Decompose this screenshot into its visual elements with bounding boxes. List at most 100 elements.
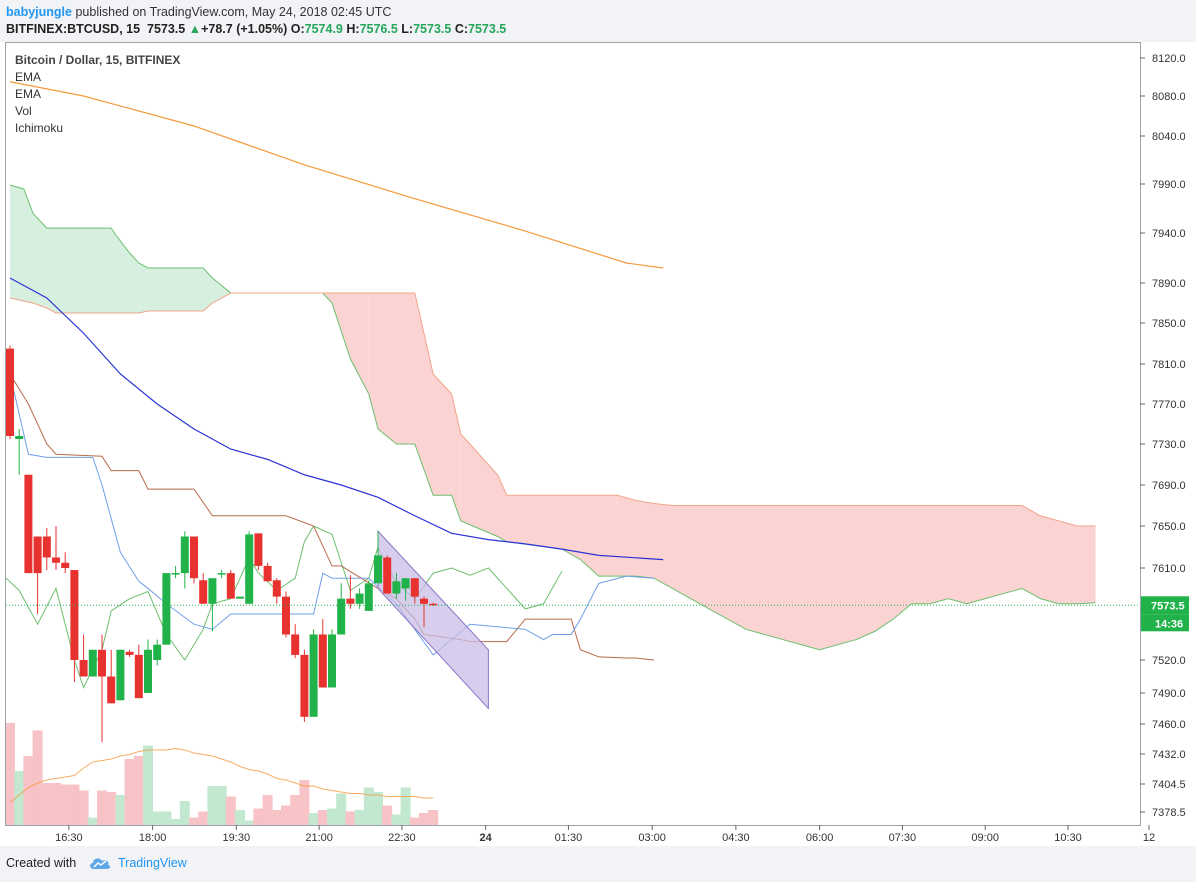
tradingview-cloud-icon[interactable]: [88, 855, 112, 871]
cloud-segment: [635, 500, 654, 579]
candle-body: [33, 536, 42, 574]
price-change: +78.7 (+1.05%): [201, 22, 288, 36]
volume-bar: [133, 756, 144, 825]
candle-body: [282, 596, 290, 635]
y-axis-label: 7890.0: [1152, 278, 1186, 290]
legend-item-ema-1[interactable]: EMA: [15, 70, 42, 84]
candle-body: [171, 573, 180, 575]
up-arrow-icon: ▲: [188, 22, 202, 36]
cloud-segment: [102, 228, 112, 313]
cloud-segment: [1040, 515, 1059, 604]
volume-bar: [207, 786, 218, 825]
candle-body: [236, 596, 244, 599]
candle-body: [364, 583, 373, 611]
volume-bar: [391, 814, 402, 825]
cloud-segment: [782, 505, 802, 645]
cloud-segment: [46, 228, 56, 313]
candle-body: [410, 578, 419, 597]
volume-bar: [271, 810, 282, 825]
cloud-segment: [764, 505, 783, 640]
volume-bar: [253, 808, 264, 825]
volume-ma-line: [9, 747, 434, 803]
legend-item-vol[interactable]: Vol: [15, 104, 32, 118]
candle-body: [98, 649, 106, 677]
volume-bar: [235, 810, 245, 825]
y-axis-label: 7940.0: [1152, 228, 1186, 240]
ema-long-line: [9, 81, 664, 269]
cloud-segment: [1022, 505, 1041, 599]
candle-body: [337, 598, 346, 635]
y-axis-label: 7520.0: [1152, 655, 1186, 667]
x-axis-label: 04:30: [722, 832, 750, 844]
candle-body: [420, 598, 428, 604]
leading-span-b: [9, 292, 1096, 527]
candle-body: [328, 634, 336, 688]
published-line: babyjungle published on TradingView.com,…: [6, 5, 391, 19]
x-axis-label: 24: [480, 832, 493, 844]
volume-bar: [400, 787, 411, 825]
candle-body: [226, 573, 235, 599]
ema-short-line: [9, 277, 664, 561]
volume-bar: [60, 784, 71, 825]
author-link[interactable]: babyjungle: [6, 5, 72, 19]
cloud-segment: [709, 505, 728, 620]
volume-bar: [373, 792, 383, 825]
y-axis-label: 7460.0: [1152, 719, 1186, 731]
cloud-segment: [893, 505, 912, 620]
plot-area: [6, 81, 1140, 825]
volume-bar: [281, 805, 291, 825]
volume-bar: [69, 784, 80, 825]
cloud-segment: [562, 495, 581, 560]
candle-body: [245, 534, 254, 604]
cloud-segment: [801, 505, 820, 650]
cloud-segment: [148, 268, 204, 311]
cloud-segment: [966, 505, 986, 604]
cloud-segment: [874, 505, 894, 632]
x-axis-label: 01:30: [555, 832, 583, 844]
candle-body: [42, 536, 51, 558]
base-line: [9, 373, 655, 661]
conversion-line: [9, 373, 655, 656]
cloud-segment: [1003, 505, 1022, 594]
volume-bar: [32, 730, 43, 825]
volume-bar: [97, 790, 107, 825]
volume-bar: [317, 810, 328, 825]
volume-bar: [179, 801, 190, 825]
cloud-segment: [654, 503, 673, 589]
volume-bar: [6, 723, 15, 825]
open-value: 7574.9: [304, 22, 343, 36]
volume-bar: [428, 810, 439, 825]
countdown-text: 14:36: [1155, 618, 1183, 630]
candle-body: [15, 436, 24, 439]
y-axis-label: 7490.0: [1152, 688, 1186, 700]
y-axis-label: 7432.0: [1152, 749, 1186, 761]
candle-body: [79, 660, 88, 677]
cloud-segment: [212, 278, 231, 303]
volume-bar: [23, 756, 34, 825]
legend-item-ichimoku[interactable]: Ichimoku: [15, 121, 64, 135]
cloud-segment: [948, 505, 967, 604]
volume-bar: [354, 810, 365, 825]
cloud-segment: [414, 293, 434, 496]
countdown-badge: [1141, 614, 1189, 632]
candle-body: [429, 603, 438, 606]
volume-bar: [41, 783, 52, 825]
cloud-segment: [33, 213, 47, 308]
created-with-text: Created with: [6, 856, 77, 870]
legend-item-ema-2[interactable]: EMA: [15, 87, 42, 101]
candle-body: [88, 649, 97, 677]
y-axis-label: 8040.0: [1152, 131, 1186, 143]
cloud-segment: [396, 293, 415, 444]
volume-bar: [262, 795, 273, 825]
volume-bar: [419, 813, 429, 825]
candle-body: [309, 634, 318, 717]
candle-body: [144, 649, 152, 693]
volume-bar: [106, 792, 117, 825]
close-value: 7573.5: [468, 22, 507, 36]
y-axis-label: 7990.0: [1152, 179, 1186, 191]
volume-bar: [115, 795, 126, 825]
tradingview-brand-link[interactable]: TradingView: [118, 856, 187, 870]
x-axis-label: 21:00: [305, 832, 333, 844]
volume-bar: [216, 786, 227, 825]
